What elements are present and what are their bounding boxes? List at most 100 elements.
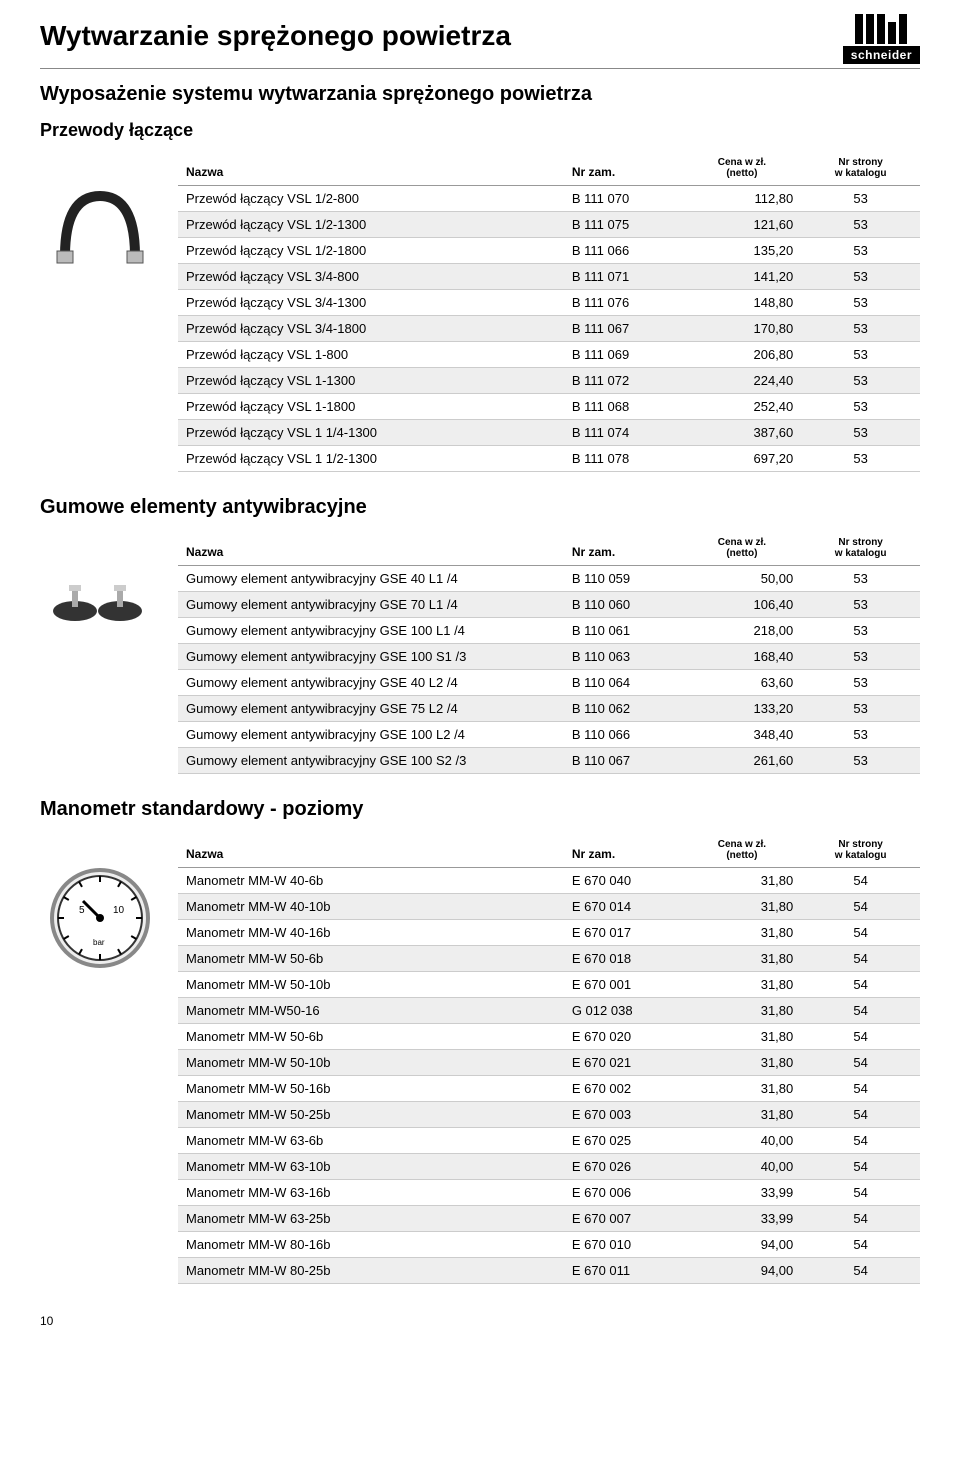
cell-nr: B 110 061 (564, 618, 683, 644)
cell-name: Przewód łączący VSL 3/4-1800 (178, 316, 564, 342)
cell-nr: E 670 025 (564, 1128, 683, 1154)
cell-name: Manometr MM-W 50-10b (178, 972, 564, 998)
col-price-header: Cena w zł.(netto) (683, 833, 802, 868)
section: Nazwa Nr zam. Cena w zł.(netto) Nr stron… (40, 531, 920, 774)
col-nr-header: Nr zam. (564, 151, 683, 186)
cell-nr: B 110 064 (564, 670, 683, 696)
cell-name: Manometr MM-W 50-16b (178, 1076, 564, 1102)
table-row: Manometr MM-W 80-16b E 670 010 94,00 54 (178, 1232, 920, 1258)
cell-nr: B 111 072 (564, 368, 683, 394)
cell-name: Przewód łączący VSL 3/4-800 (178, 264, 564, 290)
cell-page: 54 (801, 1258, 920, 1284)
cell-nr: G 012 038 (564, 998, 683, 1024)
cell-name: Gumowy element antywibracyjny GSE 40 L2 … (178, 670, 564, 696)
cell-nr: E 670 006 (564, 1180, 683, 1206)
cell-page: 53 (801, 592, 920, 618)
page-title: Wytwarzanie sprężonego powietrza (40, 20, 511, 58)
cell-price: 50,00 (683, 566, 802, 592)
cell-nr: E 670 018 (564, 946, 683, 972)
table-row: Gumowy element antywibracyjny GSE 100 S1… (178, 644, 920, 670)
cell-price: 168,40 (683, 644, 802, 670)
table-row: Manometr MM-W 63-6b E 670 025 40,00 54 (178, 1128, 920, 1154)
cell-price: 33,99 (683, 1180, 802, 1206)
cell-price: 40,00 (683, 1154, 802, 1180)
product-image (40, 531, 160, 631)
cell-page: 54 (801, 894, 920, 920)
cell-price: 148,80 (683, 290, 802, 316)
cell-nr: E 670 026 (564, 1154, 683, 1180)
cell-page: 54 (801, 920, 920, 946)
cell-name: Gumowy element antywibracyjny GSE 100 S2… (178, 748, 564, 774)
cell-price: 33,99 (683, 1206, 802, 1232)
cell-page: 54 (801, 1180, 920, 1206)
cell-nr: B 111 074 (564, 420, 683, 446)
cell-name: Gumowy element antywibracyjny GSE 70 L1 … (178, 592, 564, 618)
cell-name: Przewód łączący VSL 1-800 (178, 342, 564, 368)
cell-nr: E 670 011 (564, 1258, 683, 1284)
cell-price: 224,40 (683, 368, 802, 394)
cell-page: 53 (801, 290, 920, 316)
cell-page: 53 (801, 446, 920, 472)
cell-nr: E 670 010 (564, 1232, 683, 1258)
cell-page: 53 (801, 696, 920, 722)
cell-page: 53 (801, 420, 920, 446)
cell-page: 54 (801, 946, 920, 972)
table-row: Manometr MM-W 63-25b E 670 007 33,99 54 (178, 1206, 920, 1232)
cell-nr: B 111 078 (564, 446, 683, 472)
table-row: Gumowy element antywibracyjny GSE 40 L1 … (178, 566, 920, 592)
cell-nr: B 111 069 (564, 342, 683, 368)
svg-text:10: 10 (113, 905, 125, 916)
cell-price: 31,80 (683, 1102, 802, 1128)
cell-page: 54 (801, 868, 920, 894)
section-title: Manometr standardowy - poziomy (40, 798, 920, 821)
cell-name: Gumowy element antywibracyjny GSE 100 L2… (178, 722, 564, 748)
cell-name: Przewód łączący VSL 1/2-800 (178, 186, 564, 212)
logo-bars-icon (855, 14, 907, 44)
table-row: Gumowy element antywibracyjny GSE 100 L1… (178, 618, 920, 644)
cell-name: Manometr MM-W 50-6b (178, 946, 564, 972)
col-name-header: Nazwa (178, 833, 564, 868)
cell-name: Manometr MM-W50-16 (178, 998, 564, 1024)
table-row: Gumowy element antywibracyjny GSE 75 L2 … (178, 696, 920, 722)
col-name-header: Nazwa (178, 151, 564, 186)
cell-page: 54 (801, 1232, 920, 1258)
product-image (40, 151, 160, 271)
table-row: Przewód łączący VSL 3/4-1300 B 111 076 1… (178, 290, 920, 316)
cell-page: 53 (801, 722, 920, 748)
cell-price: 218,00 (683, 618, 802, 644)
cell-price: 121,60 (683, 212, 802, 238)
cell-page: 53 (801, 264, 920, 290)
cell-page: 53 (801, 566, 920, 592)
cell-page: 53 (801, 368, 920, 394)
cell-page: 54 (801, 1206, 920, 1232)
cell-name: Manometr MM-W 63-16b (178, 1180, 564, 1206)
cell-price: 31,80 (683, 920, 802, 946)
table-row: Manometr MM-W 63-16b E 670 006 33,99 54 (178, 1180, 920, 1206)
cell-nr: B 111 071 (564, 264, 683, 290)
data-table: Nazwa Nr zam. Cena w zł.(netto) Nr stron… (178, 531, 920, 774)
cell-nr: E 670 021 (564, 1050, 683, 1076)
cell-name: Manometr MM-W 63-25b (178, 1206, 564, 1232)
table-row: Przewód łączący VSL 1 1/4-1300 B 111 074… (178, 420, 920, 446)
sub-title: Wyposażenie systemu wytwarzania sprężone… (40, 83, 920, 106)
cell-page: 53 (801, 212, 920, 238)
table-row: Manometr MM-W 40-16b E 670 017 31,80 54 (178, 920, 920, 946)
table-row: Manometr MM-W 50-25b E 670 003 31,80 54 (178, 1102, 920, 1128)
cell-nr: B 111 068 (564, 394, 683, 420)
col-name-header: Nazwa (178, 531, 564, 566)
cell-name: Manometr MM-W 40-10b (178, 894, 564, 920)
cell-price: 94,00 (683, 1258, 802, 1284)
cell-price: 31,80 (683, 946, 802, 972)
section-title: Przewody łączące (40, 120, 920, 141)
cell-price: 31,80 (683, 1050, 802, 1076)
cell-price: 31,80 (683, 868, 802, 894)
cell-price: 112,80 (683, 186, 802, 212)
cell-nr: B 111 076 (564, 290, 683, 316)
cell-name: Przewód łączący VSL 3/4-1300 (178, 290, 564, 316)
cell-page: 54 (801, 1076, 920, 1102)
data-table: Nazwa Nr zam. Cena w zł.(netto) Nr stron… (178, 151, 920, 472)
cell-page: 54 (801, 998, 920, 1024)
cell-price: 31,80 (683, 1024, 802, 1050)
cell-page: 54 (801, 972, 920, 998)
table-row: Przewód łączący VSL 1-1800 B 111 068 252… (178, 394, 920, 420)
